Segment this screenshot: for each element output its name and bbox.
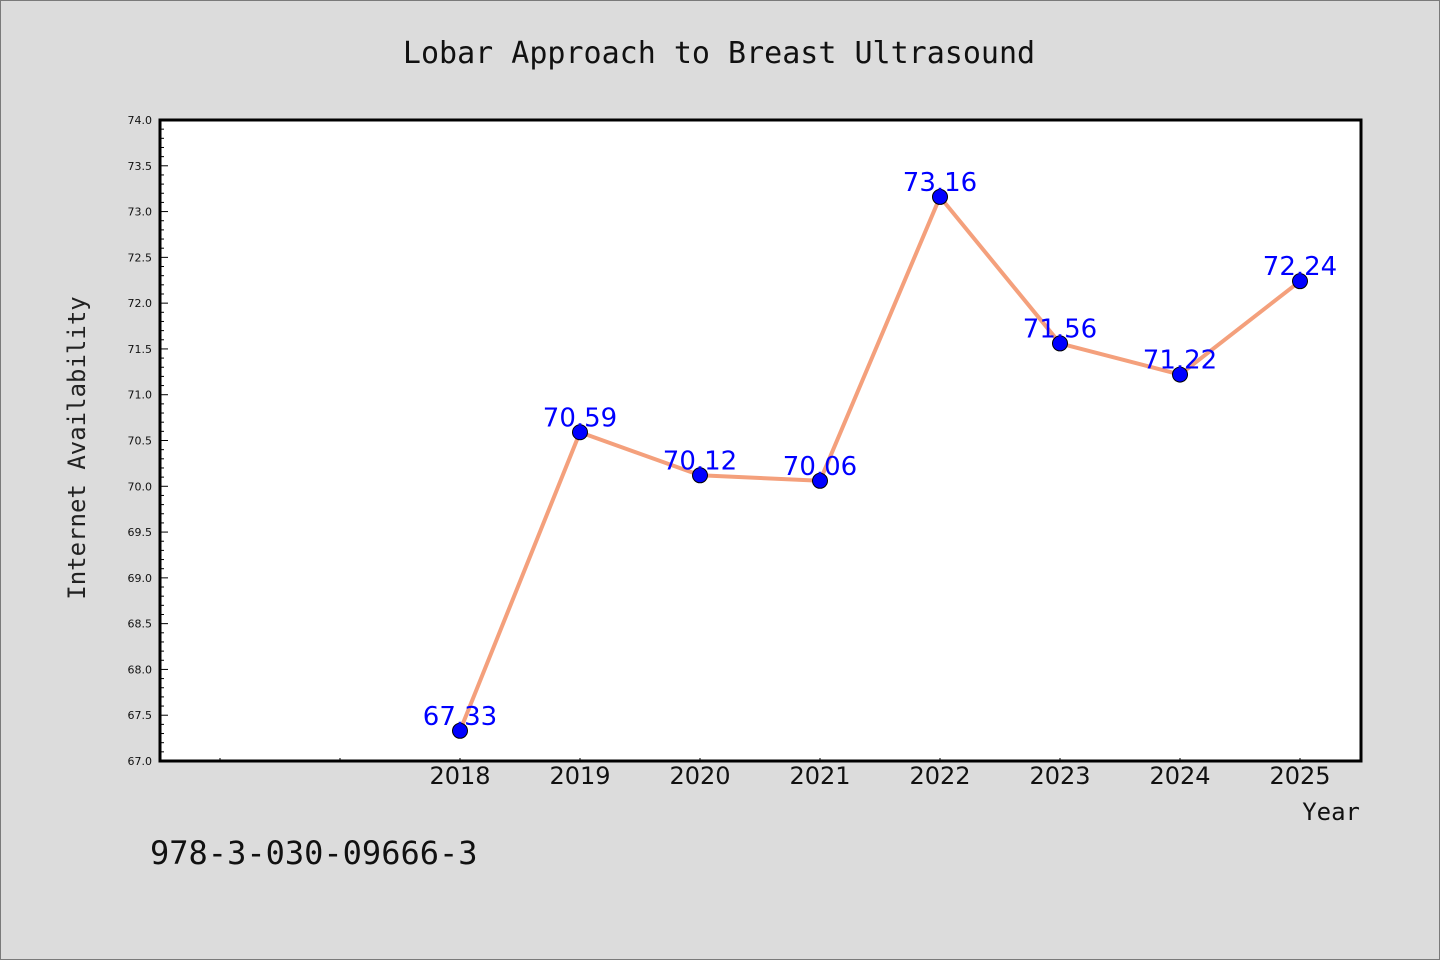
data-label: 71.22: [1143, 346, 1217, 376]
x-tick-label: 2021: [789, 762, 850, 790]
data-point: [572, 424, 588, 441]
data-label: 67.33: [423, 702, 497, 732]
y-tick-label: 68.0: [128, 663, 153, 676]
y-tick-label: 70.0: [128, 480, 153, 493]
y-tick-label: 69.5: [128, 526, 153, 539]
y-tick-label: 67.5: [128, 709, 153, 722]
y-tick-label: 71.0: [128, 389, 153, 402]
x-tick-label: 2019: [549, 762, 610, 790]
chart-title: Lobar Approach to Breast Ultrasound: [403, 36, 1035, 71]
data-label: 70.59: [543, 403, 617, 433]
data-label: 73.16: [903, 168, 977, 198]
x-tick-label: 2020: [669, 762, 730, 790]
x-tick-label: 2025: [1269, 762, 1330, 790]
data-label: 72.24: [1263, 252, 1337, 282]
data-point: [452, 722, 468, 739]
x-tick-label: 2023: [1029, 762, 1090, 790]
y-tick-label: 74.0: [128, 114, 153, 127]
footer-isbn: 978-3-030-09666-3: [150, 834, 478, 872]
y-axis-label: Internet Availability: [63, 296, 91, 599]
x-tick-label: 2022: [909, 762, 970, 790]
y-tick-label: 73.0: [128, 206, 153, 219]
y-tick-label: 71.5: [128, 343, 153, 356]
series-group: 67.33 70.59 70.12 70.06 73.16 71.56 71.22 72.24: [423, 168, 1337, 739]
data-label: 70.06: [783, 452, 857, 482]
series-line: [458, 194, 1302, 732]
y-tick-label: 70.5: [128, 435, 153, 448]
x-tick-label: 2018: [429, 762, 490, 790]
plot-border: [158, 118, 1363, 763]
y-tick-label: 73.5: [128, 160, 153, 173]
x-tick-label: 2024: [1149, 762, 1210, 790]
data-label: 70.12: [663, 446, 737, 476]
data-label: 71.56: [1023, 314, 1097, 344]
data-point: [1172, 366, 1188, 383]
data-point: [1292, 273, 1308, 290]
x-axis: 2018 2019 2020 2021 2022 2023 2024 2025: [219, 758, 1331, 790]
y-tick-label: 72.5: [128, 251, 153, 264]
data-point: [812, 472, 828, 489]
data-point: [932, 188, 948, 205]
data-point: [1052, 335, 1068, 352]
y-tick-label: 67.0: [128, 755, 153, 768]
x-axis-label: Year: [1302, 798, 1360, 826]
y-tick-label: 69.0: [128, 572, 153, 585]
y-tick-label: 68.5: [128, 618, 153, 631]
plot-area: [160, 120, 1361, 761]
data-point: [692, 467, 708, 484]
y-tick-label: 72.0: [128, 297, 153, 310]
